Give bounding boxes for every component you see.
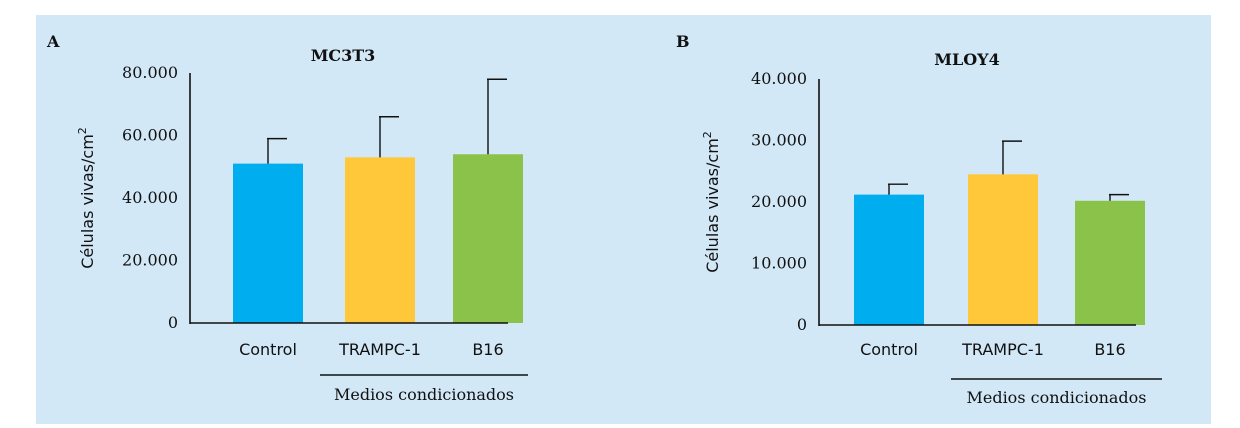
y-axis-label-superscript: 2 xyxy=(76,127,89,134)
y-tick-label: 0 xyxy=(797,315,807,334)
y-tick-label: 30.000 xyxy=(751,131,807,150)
y-axis-label: Células vivas/cm2 xyxy=(701,131,722,273)
bar-control xyxy=(854,194,924,325)
x-tick-label: Control xyxy=(239,340,297,359)
x-tick-label: B16 xyxy=(1094,340,1125,359)
bar-b16 xyxy=(1075,200,1145,325)
bar-control xyxy=(233,163,303,323)
bar-charts: A MC3T3 Células vivas/cm2 0 20.000 40.000 60.0… xyxy=(46,32,1162,407)
x-tick-label: Control xyxy=(860,340,918,359)
y-tick-label: 10.000 xyxy=(751,254,807,273)
x-tick-label: TRAMPC-1 xyxy=(961,340,1044,359)
x-tick-label: TRAMPC-1 xyxy=(338,340,421,359)
y-tick-label: 40.000 xyxy=(751,69,807,88)
y-tick-label: 60.000 xyxy=(122,126,178,145)
group-label: Medios condicionados xyxy=(334,385,514,404)
figure-background: A MC3T3 Células vivas/cm2 0 20.000 40.000 60.0… xyxy=(36,15,1211,424)
y-tick-label: 80.000 xyxy=(122,63,178,82)
y-tick-label: 20.000 xyxy=(122,251,178,270)
group-label: Medios condicionados xyxy=(966,388,1146,407)
y-axis-label-superscript: 2 xyxy=(701,131,714,138)
y-tick-label: 0 xyxy=(168,313,178,332)
x-tick-label: B16 xyxy=(472,340,503,359)
chart-title: MLOY4 xyxy=(934,50,999,69)
bar-trampc-1 xyxy=(345,157,415,323)
chart-title: MC3T3 xyxy=(311,46,376,65)
y-tick-label: 20.000 xyxy=(751,192,807,211)
panel-letter: A xyxy=(46,32,60,51)
bar-trampc-1 xyxy=(968,174,1038,325)
bar-b16 xyxy=(453,154,523,323)
y-axis-label: Células vivas/cm2 xyxy=(76,127,97,269)
panel-letter: B xyxy=(676,32,690,51)
y-tick-label: 40.000 xyxy=(122,188,178,207)
